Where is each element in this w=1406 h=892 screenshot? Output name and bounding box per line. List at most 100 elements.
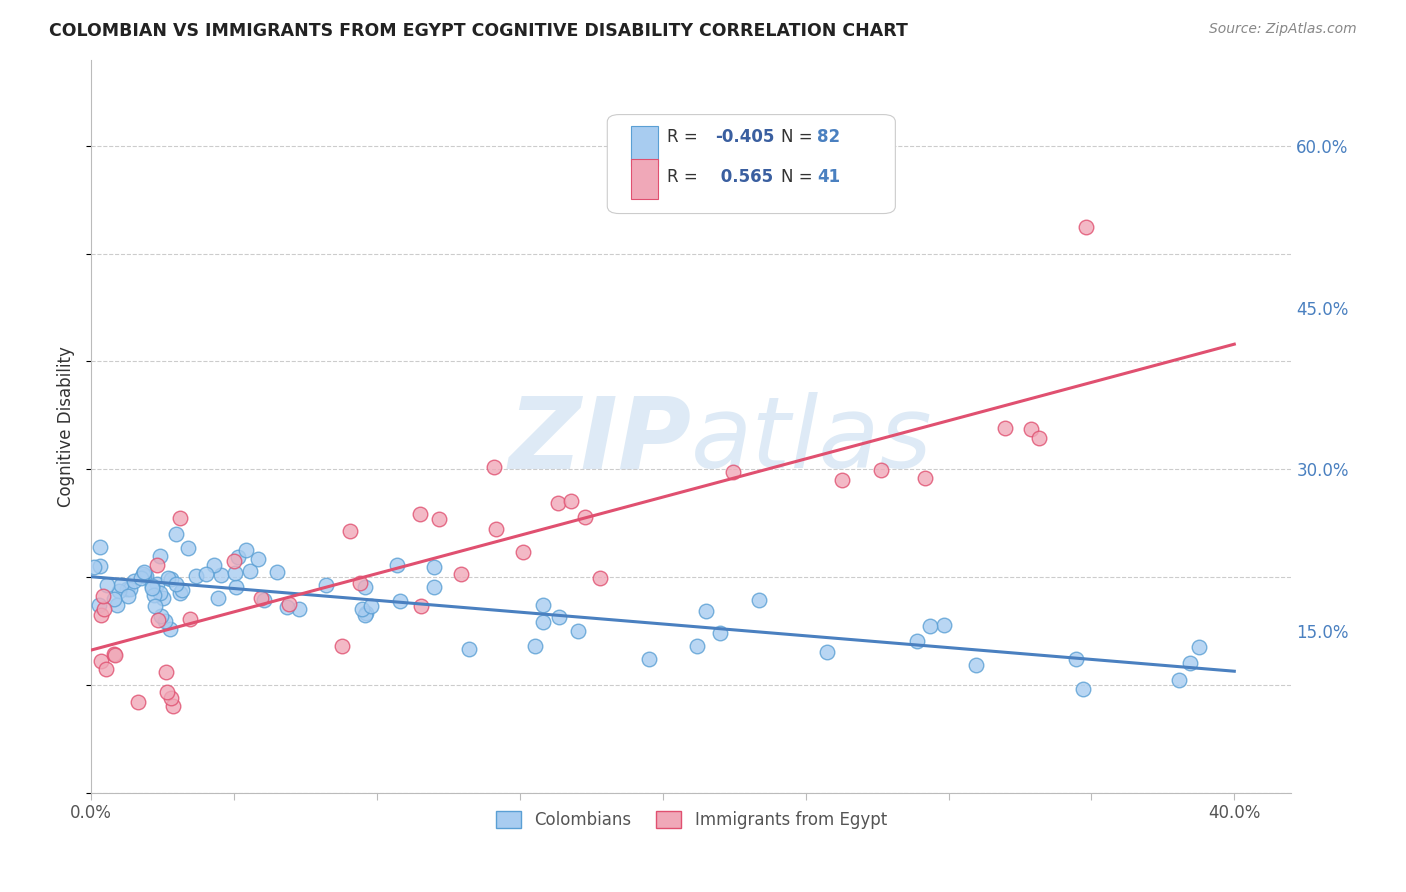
Point (531, 615, 554, 630)
Point (965, 658, 987, 673)
Point (127, 695, 149, 709)
Point (1064, 651, 1087, 665)
Text: N =: N = (782, 128, 818, 145)
Point (1019, 422, 1042, 436)
Point (747, 592, 769, 607)
Point (165, 527, 187, 541)
Point (914, 471, 936, 485)
Text: 41: 41 (817, 168, 841, 186)
Point (266, 566, 288, 580)
Point (96, 578, 118, 592)
Point (195, 567, 218, 582)
Point (485, 522, 508, 536)
Point (354, 607, 377, 622)
Point (721, 465, 744, 479)
Point (135, 569, 157, 583)
Point (143, 599, 166, 614)
Point (450, 566, 472, 581)
Point (512, 544, 534, 558)
Text: -0.405: -0.405 (716, 128, 775, 145)
Point (831, 473, 853, 487)
Point (1071, 681, 1094, 696)
Y-axis label: Cognitive Disability: Cognitive Disability (58, 346, 75, 507)
Point (89, 541, 111, 555)
Point (354, 580, 377, 594)
Point (132, 567, 155, 582)
Point (869, 463, 891, 477)
Point (149, 549, 172, 563)
Point (560, 493, 582, 508)
Point (132, 565, 155, 579)
Point (207, 591, 229, 606)
Point (159, 573, 181, 587)
Point (87, 598, 110, 612)
Point (253, 592, 276, 607)
Point (118, 582, 141, 597)
Point (638, 651, 661, 665)
Text: Source: ZipAtlas.com: Source: ZipAtlas.com (1209, 22, 1357, 37)
Point (117, 589, 139, 603)
Point (1074, 219, 1097, 234)
Point (225, 580, 247, 594)
Point (695, 604, 717, 618)
Point (332, 639, 354, 653)
Point (427, 512, 450, 526)
Point (589, 571, 612, 585)
Legend: Colombians, Immigrants from Egypt: Colombians, Immigrants from Egypt (489, 804, 893, 836)
Point (93, 602, 115, 616)
Point (567, 624, 589, 639)
Point (89, 558, 111, 573)
Point (146, 558, 169, 573)
FancyBboxPatch shape (607, 114, 896, 213)
Point (103, 647, 125, 661)
Point (90, 654, 112, 668)
Point (155, 665, 177, 679)
Point (423, 580, 446, 594)
Point (288, 601, 311, 615)
Point (235, 543, 257, 558)
Text: R =: R = (668, 128, 703, 145)
Point (224, 566, 246, 580)
Point (315, 578, 337, 592)
Point (134, 569, 156, 583)
Point (142, 589, 165, 603)
Point (239, 565, 262, 579)
Point (686, 639, 709, 653)
Point (423, 560, 446, 574)
Point (224, 554, 246, 568)
Point (103, 592, 125, 607)
Point (152, 591, 174, 605)
Point (179, 612, 201, 626)
Point (905, 633, 928, 648)
Point (278, 597, 301, 611)
Point (920, 619, 942, 633)
Text: R =: R = (668, 168, 703, 186)
Point (994, 421, 1017, 435)
Point (388, 593, 411, 607)
Point (141, 578, 163, 592)
Text: atlas: atlas (692, 392, 934, 490)
Point (105, 598, 128, 612)
Point (122, 574, 145, 589)
Point (547, 496, 569, 510)
Point (202, 558, 225, 572)
Point (184, 568, 207, 582)
Point (107, 584, 129, 599)
Point (90, 608, 112, 623)
Point (141, 581, 163, 595)
Point (276, 599, 298, 614)
Point (1028, 431, 1050, 445)
Point (156, 685, 179, 699)
Point (209, 567, 232, 582)
Point (96, 662, 118, 676)
Point (349, 575, 371, 590)
Point (385, 558, 408, 572)
Point (165, 577, 187, 591)
Point (339, 524, 361, 539)
Point (247, 551, 270, 566)
Point (91, 589, 114, 603)
Point (547, 610, 569, 624)
Point (170, 582, 193, 597)
Point (169, 586, 191, 600)
Text: 0.565: 0.565 (716, 168, 773, 186)
